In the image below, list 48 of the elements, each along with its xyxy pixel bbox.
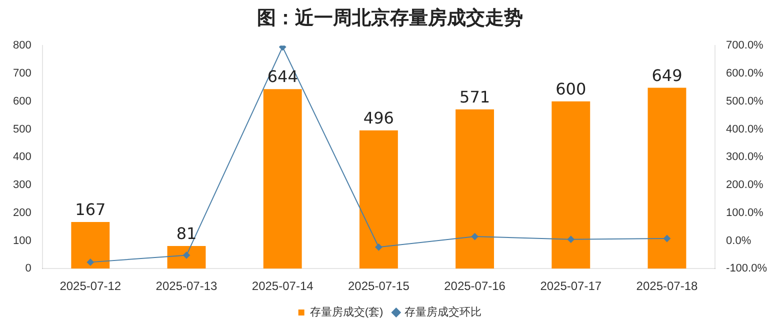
y2-tick-label: 400.0% <box>726 123 764 136</box>
data-label: 167 <box>75 200 106 220</box>
bar <box>456 109 494 269</box>
legend-label: 存量房成交(套) <box>310 306 384 319</box>
data-label: 649 <box>652 66 682 85</box>
y-tick-label: 0 <box>25 262 32 275</box>
x-tick-label: 2025-07-15 <box>348 279 410 294</box>
data-label: 496 <box>363 108 394 128</box>
point <box>567 236 574 243</box>
bar <box>263 89 302 269</box>
x-tick-label: 2025-07-17 <box>540 279 602 294</box>
data-label: 81 <box>176 224 197 244</box>
chart-title: 图：近一周北京存量房成交走势 <box>256 6 524 31</box>
data-label: 571 <box>460 88 490 107</box>
point <box>471 233 478 240</box>
y2-tick-label: 600.0% <box>726 68 764 80</box>
y2-tick-label: 0.0% <box>726 234 752 247</box>
y2-tick-label: 100.0% <box>726 206 764 219</box>
point <box>663 234 670 242</box>
y2-tick-label: 200.0% <box>726 179 764 192</box>
bar <box>71 222 110 269</box>
bar <box>167 246 206 269</box>
point <box>375 244 382 251</box>
x-tick-label: 2025-07-14 <box>252 279 314 294</box>
bar <box>552 101 590 269</box>
x-tick-label: 2025-07-12 <box>60 279 122 294</box>
data-label: 644 <box>267 67 298 86</box>
y-tick-label: 100 <box>12 234 32 247</box>
legend-label: 存量房成交环比 <box>404 306 482 319</box>
bar <box>359 130 398 269</box>
y-tick-label: 200 <box>12 206 32 219</box>
bar <box>648 88 686 269</box>
y-tick-label: 800 <box>12 40 32 52</box>
x-tick-label: 2025-07-16 <box>444 279 506 294</box>
point <box>86 258 94 266</box>
y-tick-label: 500 <box>12 123 32 136</box>
y-tick-label: 600 <box>12 95 32 108</box>
x-tick-label: 2025-07-18 <box>636 279 698 294</box>
data-label: 600 <box>556 80 586 99</box>
y-tick-label: 300 <box>12 179 32 192</box>
y-tick-label: 700 <box>12 68 32 80</box>
point <box>183 252 190 259</box>
y2-tick-label: 700.0% <box>726 40 764 52</box>
x-tick-label: 2025-07-13 <box>156 279 218 294</box>
y-tick-label: 400 <box>12 151 32 164</box>
y2-tick-label: 300.0% <box>726 151 764 164</box>
y2-tick-label: -100.0% <box>726 262 768 275</box>
y2-tick-label: 500.0% <box>726 95 764 108</box>
